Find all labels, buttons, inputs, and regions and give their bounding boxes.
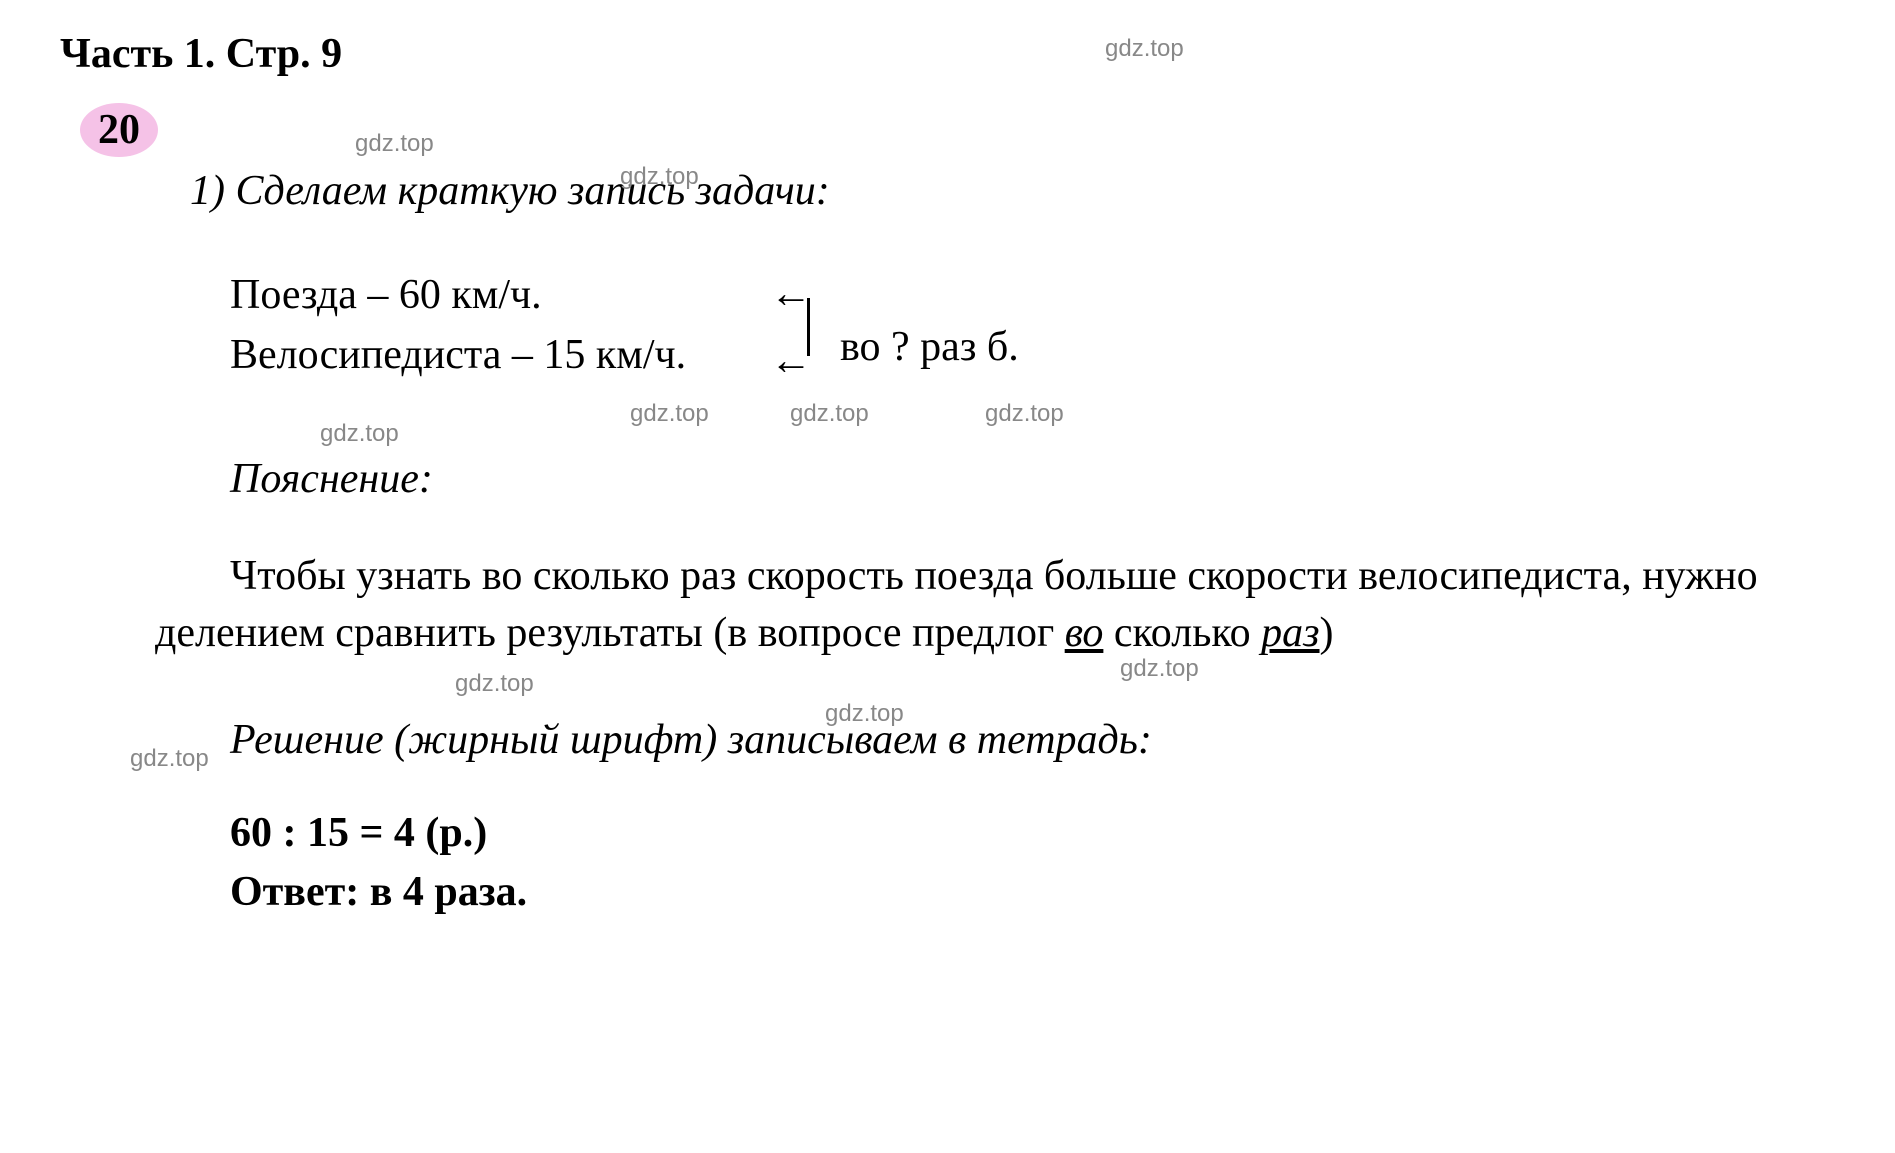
watermark: gdz.top [130,745,209,773]
explanation-part3: ) [1320,610,1334,656]
question-text: во ? раз б. [840,323,1019,371]
watermark: gdz.top [1105,35,1184,63]
solution-calculation: 60 : 15 = 4 (р.) [230,804,1835,863]
explanation-underline1: во [1065,610,1104,656]
watermark: gdz.top [355,130,434,158]
data-block: Поезда – 60 км/ч. Велосипедиста – 15 км/… [230,265,1835,385]
watermark: gdz.top [620,163,699,191]
task-number: 1) [190,168,225,214]
explanation-part1: Чтобы узнать во сколько раз скорость пое… [155,553,1758,656]
bracket-arrows: ← ← [770,270,820,380]
data-row-2: Велосипедиста – 15 км/ч. [230,325,1835,385]
solution-block: 60 : 15 = 4 (р.) Ответ: в 4 раза. [230,804,1835,922]
data-row-1: Поезда – 60 км/ч. [230,265,1835,325]
watermark: gdz.top [1120,655,1199,683]
page-header: Часть 1. Стр. 9 [60,30,1835,78]
watermark: gdz.top [790,400,869,428]
watermark: gdz.top [825,700,904,728]
arrow-top-icon: ← [770,270,812,318]
task-intro: 1) Сделаем краткую запись задачи: [190,167,1835,215]
explanation-part2: сколько [1103,610,1261,656]
problem-number-badge: 20 [80,103,158,157]
watermark: gdz.top [630,400,709,428]
task-intro-text: Сделаем краткую запись задачи: [236,168,830,214]
explanation-underline2: раз [1261,610,1319,656]
watermark: gdz.top [985,400,1064,428]
explanation-text: Чтобы узнать во сколько раз скорость пое… [155,548,1835,661]
arrow-bottom-icon: ← [770,337,812,385]
solution-intro: Решение (жирный шрифт) записываем в тетр… [230,716,1835,764]
explanation-label: Пояснение: [230,455,1835,503]
solution-answer: Ответ: в 4 раза. [230,863,1835,922]
watermark: gdz.top [455,670,534,698]
watermark: gdz.top [320,420,399,448]
